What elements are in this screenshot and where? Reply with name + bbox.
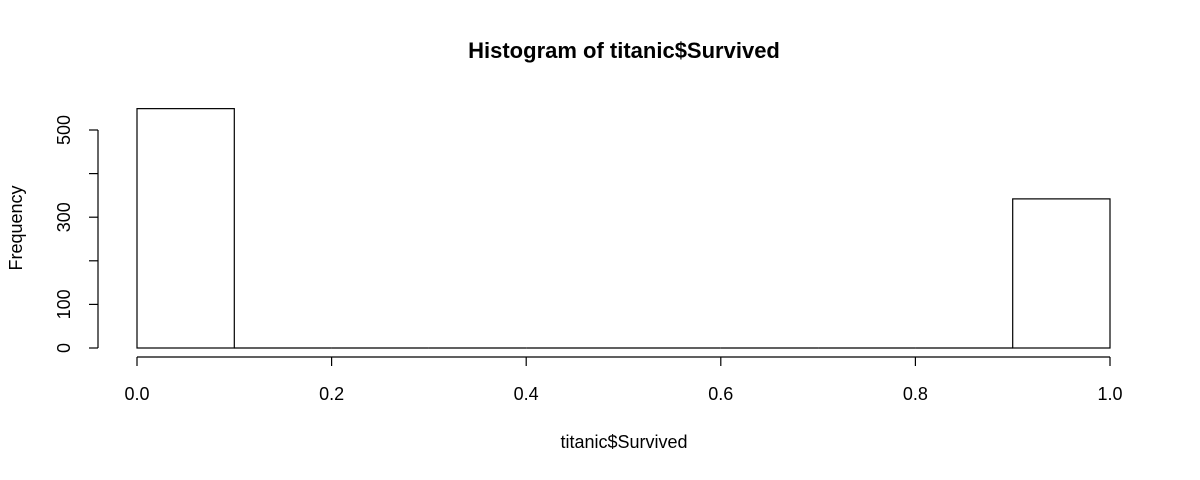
x-tick-label: 0.0 — [124, 384, 149, 404]
bars-group — [136, 108, 1111, 349]
chart-title: Histogram of titanic$Survived — [468, 38, 780, 63]
y-tick-label: 0 — [54, 343, 74, 353]
x-tick-label: 0.2 — [319, 384, 344, 404]
histogram-bar — [1012, 198, 1111, 349]
y-axis: 0 100 300 500 — [54, 115, 99, 353]
y-axis-label: Frequency — [6, 185, 26, 270]
y-tick-label: 100 — [54, 289, 74, 319]
x-tick-label: 0.6 — [708, 384, 733, 404]
y-tick-label: 500 — [54, 115, 74, 145]
x-tick-label: 0.8 — [903, 384, 928, 404]
x-tick-label: 1.0 — [1097, 384, 1122, 404]
x-axis: 0.0 0.2 0.4 0.6 0.8 1.0 — [124, 356, 1123, 404]
y-tick-label: 300 — [54, 202, 74, 232]
x-axis-label: titanic$Survived — [560, 432, 687, 452]
histogram-bar — [136, 108, 235, 349]
x-tick-label: 0.4 — [514, 384, 539, 404]
